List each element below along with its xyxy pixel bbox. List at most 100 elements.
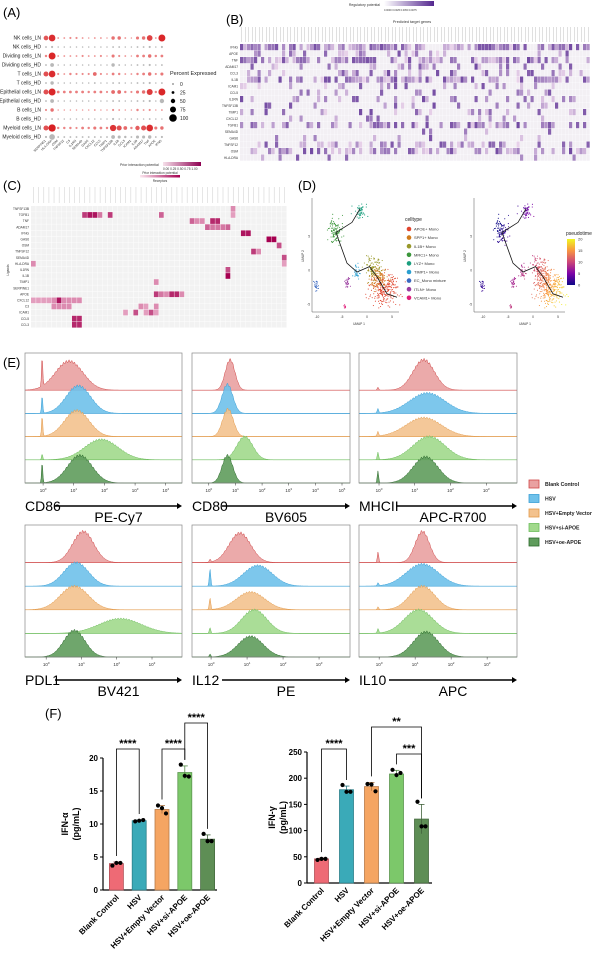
heatmap-cell [36,291,41,298]
heatmap-cell [453,76,457,83]
expression-dot [135,36,140,40]
heatmap-cell [530,135,534,142]
heatmap-cell [453,115,457,122]
cell-point [400,293,402,295]
expression-dot [81,64,84,66]
heatmap-cell [36,321,41,328]
cell-point [343,307,345,309]
heatmap-cell [464,135,468,142]
heatmap-cell [527,76,531,83]
heatmap-cell [390,70,394,77]
cell-point [543,259,545,261]
heatmap-cell [189,224,195,230]
heatmap-cell [285,154,289,161]
heatmap-cell [278,57,282,64]
heatmap-cell [317,96,321,103]
heatmap-cell [324,70,328,77]
heatmap-cell [551,96,555,103]
expression-dot [136,100,139,102]
heatmap-cell [317,89,321,96]
heatmap-cell [87,291,93,298]
heatmap-cell [230,291,236,298]
heatmap-cell [174,321,180,328]
x-tick-label: 101 [412,661,419,667]
heatmap-cell [278,70,282,77]
heatmap-cell [499,57,503,64]
heatmap-cell [179,212,185,218]
cell-point [544,268,546,270]
heatmap-cell [537,96,541,103]
row-label: TGFB1 [228,124,238,128]
heatmap-cell [541,63,545,70]
heatmap-cell [572,44,576,51]
cell-point [507,236,509,238]
heatmap-cell [422,83,426,90]
heatmap-cell [148,254,154,261]
heatmap-cell [488,83,492,90]
cell-point [503,234,505,236]
heatmap-cell [31,315,36,322]
heatmap-cell [537,102,541,109]
x-tick-label: 0 [366,315,368,319]
cell-point [391,284,393,286]
heatmap-cell [153,267,159,273]
cell-point [523,276,525,278]
heatmap-cell [457,109,461,116]
heatmap-cell [281,279,287,285]
cell-point [539,276,541,278]
heatmap-cell [220,242,226,249]
heatmap-cell [184,242,190,249]
row-label: APOE [229,52,238,56]
heatmap-cell [369,109,373,116]
celltype-legend-dot [406,269,412,275]
data-point [201,831,206,837]
heatmap-cell [362,135,366,142]
expression-dot [112,108,115,112]
heatmap-cell [457,102,461,109]
heatmap-cell [369,44,373,51]
heatmap-cell [230,224,236,230]
heatmap-cell [474,57,478,64]
heatmap-cell [159,230,164,237]
heatmap-cell [509,83,513,90]
heatmap-cell [530,122,534,129]
heatmap-cell [338,96,342,103]
column-label: GAS6 [81,139,90,148]
heatmap-cell [544,76,548,83]
heatmap-cell [36,230,41,237]
heatmap-cell [558,115,562,122]
heatmap-cell [320,44,324,51]
heatmap-cell [240,109,244,116]
legend-value: 100 [180,116,189,122]
heatmap-cell [250,109,254,116]
heatmap-cell [159,224,164,230]
heatmap-cell [199,212,205,218]
heatmap-cell [292,148,296,155]
heatmap-cell [394,57,398,64]
cell-point [388,290,390,292]
heatmap-cell [271,50,275,57]
cell-point [372,284,374,286]
heatmap-cell [61,297,67,304]
heatmap-cell [446,44,450,51]
heatmap-cell [530,50,534,57]
heatmap-cell [310,89,314,96]
heatmap-cell [334,122,338,129]
cell-point [362,212,364,214]
heatmap-cell [572,83,576,90]
heatmap-cell [240,260,246,267]
cell-point [548,301,550,303]
heatmap-cell [243,57,247,64]
expression-dot [45,118,47,120]
heatmap-cell [432,128,436,135]
cell-point [382,299,384,301]
heatmap-cell [345,63,349,70]
category-label: Blank Control [77,893,120,936]
heatmap-cell [148,236,154,243]
heatmap-cell [583,135,587,142]
heatmap-cell [254,76,258,83]
heatmap-cell [143,248,149,255]
heatmap-cell [87,273,93,279]
heatmap-cell [153,273,159,279]
